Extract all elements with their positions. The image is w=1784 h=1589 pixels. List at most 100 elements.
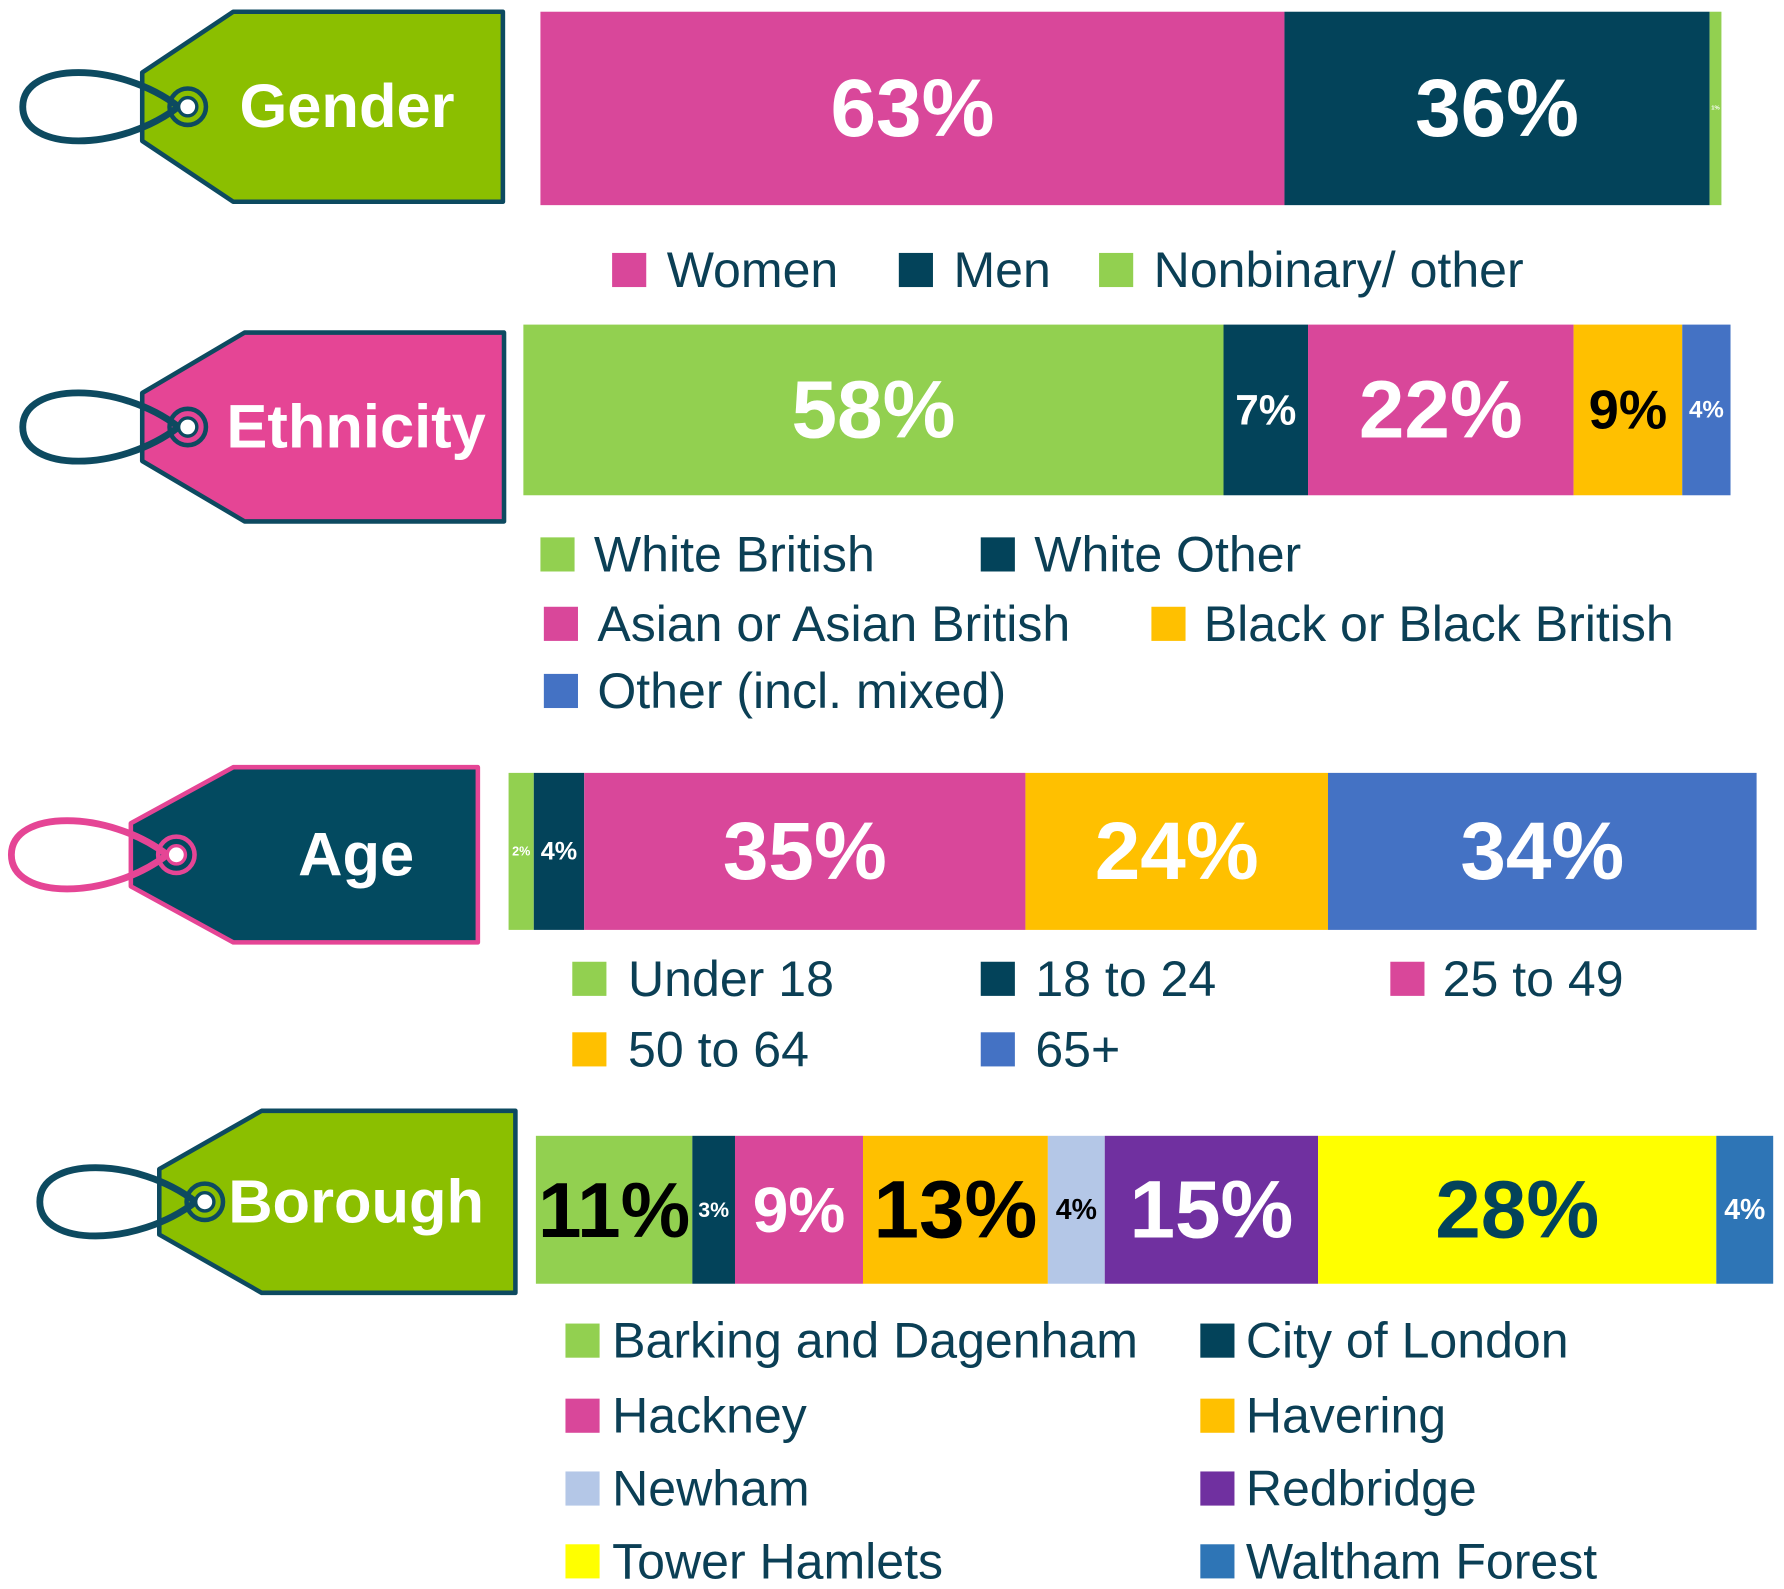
- tag-ring: [167, 406, 209, 448]
- data-label: 3%: [698, 1198, 729, 1222]
- tag-hole: [176, 416, 199, 438]
- bar-segment: [540, 11, 1285, 206]
- tag-hole: [165, 843, 188, 866]
- legend-label: City of London: [1246, 1313, 1569, 1369]
- legend-swatch: [1200, 1471, 1235, 1506]
- bar-segment: [533, 772, 585, 930]
- legend-swatch: [543, 606, 578, 641]
- legend-swatch: [612, 252, 647, 288]
- legend-label: White British: [594, 526, 875, 582]
- legend-swatch: [543, 673, 578, 709]
- legend-swatch: [980, 1032, 1015, 1067]
- legend-swatch: [1200, 1544, 1235, 1579]
- data-label: 28%: [1435, 1164, 1599, 1255]
- legend-swatch: [565, 1471, 600, 1506]
- tag-ring: [167, 86, 209, 128]
- tag-title: Ethnicity: [226, 393, 485, 462]
- tag-title: Borough: [228, 1167, 484, 1236]
- legend-swatch: [565, 1398, 600, 1433]
- legend-swatch: [565, 1544, 600, 1579]
- bar-segment: [1223, 324, 1309, 496]
- data-label: 9%: [1589, 379, 1667, 440]
- legend-label: 18 to 24: [1035, 951, 1216, 1007]
- legend-swatch: [572, 961, 607, 996]
- data-label: 35%: [723, 806, 887, 897]
- bar-segment: [1025, 772, 1328, 930]
- legend-label: 25 to 49: [1443, 951, 1624, 1007]
- legend-label: 65+: [1035, 1021, 1120, 1077]
- data-label: 4%: [1689, 396, 1724, 423]
- bar-segment: [1573, 324, 1683, 496]
- tag: [157, 1108, 518, 1296]
- legend-swatch: [1200, 1398, 1235, 1433]
- legend-label: Men: [953, 242, 1050, 298]
- bar-segment: [1047, 1135, 1105, 1284]
- data-label: 1%: [1711, 105, 1720, 111]
- legend-label: Under 18: [628, 951, 834, 1007]
- data-label: 24%: [1095, 806, 1259, 897]
- tag-ring: [155, 834, 197, 876]
- data-label: 11%: [538, 1166, 690, 1254]
- bar-segment: [1308, 324, 1574, 496]
- tag: [139, 9, 506, 205]
- data-label: 4%: [1724, 1194, 1765, 1226]
- data-label: 2%: [512, 844, 530, 858]
- data-label: 22%: [1359, 364, 1523, 455]
- legend-label: Newham: [612, 1461, 809, 1517]
- bar-segment: [1284, 11, 1710, 206]
- legend-label: Other (incl. mixed): [597, 663, 1006, 719]
- legend-swatch: [540, 537, 575, 572]
- data-label: 58%: [791, 364, 955, 455]
- bar-segment: [1682, 324, 1731, 496]
- legend-label: Black or Black British: [1204, 596, 1674, 652]
- bar-segment: [508, 772, 534, 930]
- bar-segment: [584, 772, 1026, 930]
- tag-string: [36, 1164, 198, 1240]
- bar-segment: [1318, 1135, 1717, 1284]
- bar-segment: [862, 1135, 1048, 1284]
- legend-label: Women: [667, 242, 839, 298]
- legend-label: White Other: [1034, 526, 1301, 582]
- data-label: 9%: [753, 1174, 845, 1246]
- tag-string: [7, 817, 170, 893]
- tag-ring: [184, 1181, 226, 1223]
- bar-segment: [523, 324, 1224, 496]
- data-label: 15%: [1129, 1164, 1293, 1255]
- legend-label: Havering: [1246, 1388, 1446, 1444]
- legend-label: 50 to 64: [628, 1021, 809, 1077]
- legend-label: Hackney: [612, 1388, 807, 1444]
- legend-label: Tower Hamlets: [612, 1533, 943, 1589]
- tag: [139, 330, 507, 524]
- data-label: 13%: [873, 1164, 1037, 1255]
- bar-segment: [1104, 1135, 1319, 1284]
- data-label: 36%: [1415, 63, 1579, 154]
- bar-segment: [1716, 1135, 1774, 1284]
- data-label: 4%: [1056, 1194, 1097, 1226]
- legend-swatch: [980, 537, 1015, 572]
- data-label: 4%: [541, 837, 577, 865]
- bar-segment: [1327, 772, 1757, 930]
- data-label: 34%: [1460, 806, 1624, 897]
- legend-swatch: [572, 1032, 607, 1067]
- tag: [128, 764, 481, 945]
- legend-label: Asian or Asian British: [597, 596, 1070, 652]
- legend-swatch: [1200, 1323, 1235, 1358]
- legend-swatch: [1151, 606, 1186, 641]
- tag-string: [19, 69, 181, 145]
- tag-title: Gender: [239, 72, 454, 141]
- legend-swatch: [1390, 961, 1425, 996]
- tag-hole: [176, 95, 199, 118]
- data-label: 7%: [1235, 386, 1296, 433]
- bar-segment: [535, 1135, 693, 1284]
- legend-swatch: [980, 961, 1015, 996]
- tag-hole: [193, 1191, 216, 1213]
- bar-segment: [692, 1135, 735, 1284]
- legend-label: Nonbinary/ other: [1154, 242, 1524, 298]
- legend-swatch: [565, 1323, 600, 1358]
- legend-swatch: [898, 252, 933, 288]
- legend-label: Waltham Forest: [1246, 1533, 1597, 1589]
- data-label: 63%: [830, 63, 994, 154]
- legend-label: Redbridge: [1246, 1461, 1477, 1517]
